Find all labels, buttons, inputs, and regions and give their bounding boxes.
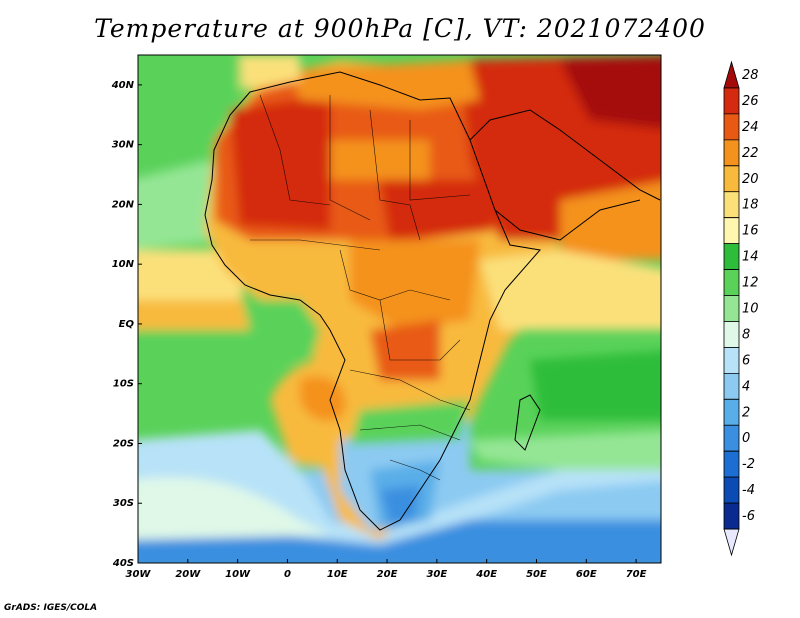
colorbar-segment: [723, 476, 740, 504]
colorbar-segment: [723, 450, 740, 478]
map-frame: [137, 54, 662, 564]
latitude-axis: 40N 30N 20N 10N EQ 10S 20S 30S 40S: [111, 80, 142, 569]
colorbar-label: 16: [742, 224, 759, 239]
lon-tick-label: 30E: [426, 569, 447, 580]
colorbar-label: 14: [742, 250, 759, 265]
lat-tick-label: EQ: [119, 319, 135, 330]
colorbar-segment: [723, 243, 740, 270]
colorbar-segment: [723, 528, 740, 557]
lon-tick-label: 20W: [175, 569, 201, 580]
country-borders: [250, 94, 471, 481]
lon-tick-label: 50E: [526, 569, 547, 580]
lon-tick-label: 10W: [225, 569, 251, 580]
colorbar-segment: [723, 191, 740, 219]
colorbar-segment: [723, 398, 740, 426]
colorbar-segment: [723, 321, 740, 348]
colorbar-segment: [723, 113, 740, 141]
lat-tick-label: 40N: [111, 80, 135, 91]
lon-tick-label: 60E: [576, 569, 597, 580]
colorbar-segment: [723, 372, 740, 400]
longitude-axis: 30W 20W 10W 0 10E 20E 30E 40E 50E 60E 70E: [126, 559, 647, 580]
colorbar-label: 0: [742, 431, 750, 446]
colorbar-segment: [723, 502, 740, 530]
colorbar-label: -6: [742, 509, 755, 524]
colorbar-segment: [723, 139, 740, 167]
colorbar-label: 12: [742, 276, 759, 291]
chart-title: Temperature at 900hPa [C], VT: 202107240…: [94, 14, 706, 43]
colorbar-segment: [723, 217, 740, 245]
lon-tick-label: 70E: [626, 569, 647, 580]
colorbar-segment: [723, 87, 740, 115]
credit-text: GrADS: IGES/COLA: [4, 603, 98, 613]
lat-tick-label: 40S: [112, 558, 134, 569]
colorbar-label: 28: [742, 68, 759, 83]
colorbar-label: 24: [742, 120, 759, 135]
temperature-field: [138, 55, 661, 563]
lat-tick-label: 30N: [112, 140, 135, 151]
colorbar-label: 20: [742, 172, 759, 187]
colorbar-segment: [723, 165, 740, 193]
lat-tick-label: 20N: [112, 199, 135, 210]
colorbar-label: 22: [742, 146, 759, 161]
colorbar-segment: [723, 60, 740, 89]
colorbar-label: 4: [742, 379, 750, 394]
lon-tick-label: 40E: [475, 569, 497, 580]
colorbar-label: 10: [742, 302, 759, 317]
lat-tick-label: 10S: [113, 379, 134, 390]
lon-tick-label: 20E: [377, 569, 398, 580]
colorbar-segment: [723, 295, 740, 322]
colorbar-label: 2: [742, 405, 750, 420]
colorbar-segment: [723, 424, 740, 452]
lat-tick-label: 30S: [113, 498, 134, 509]
colorbar-label: 18: [742, 198, 759, 213]
colorbar-segment: [723, 347, 740, 374]
colorbar-label: 8: [742, 327, 750, 342]
lat-tick-label: 20S: [113, 438, 134, 449]
lon-tick-label: 0: [284, 569, 291, 580]
lat-tick-label: 10N: [112, 259, 135, 270]
colorbar-label: -4: [742, 483, 755, 498]
colorbar-label: 26: [742, 94, 759, 109]
colorbar-label: 6: [742, 353, 750, 368]
lon-tick-label: 30W: [126, 569, 152, 580]
colorbar-label: -2: [742, 457, 755, 472]
lon-tick-label: 10E: [327, 569, 348, 580]
colorbar-segment: [723, 269, 740, 296]
